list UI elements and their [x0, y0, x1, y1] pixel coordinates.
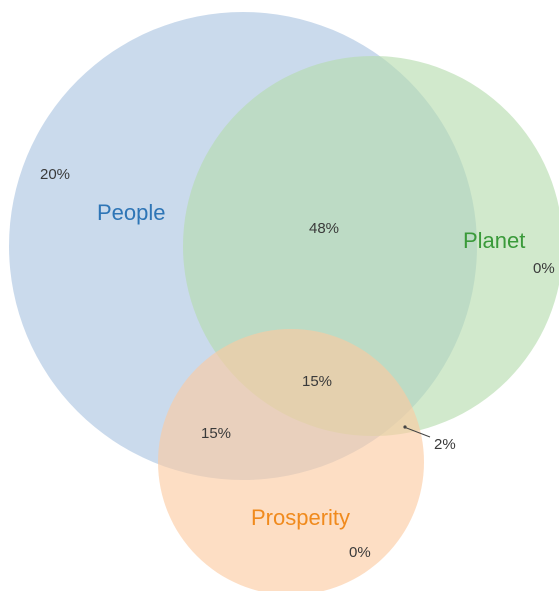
planet-prosperity-value: 2%: [434, 436, 456, 453]
people-label: People: [97, 200, 166, 225]
people-only-value: 20%: [40, 166, 70, 183]
planet-prosperity-pointer-dot: [403, 425, 407, 429]
prosperity-label: Prosperity: [251, 505, 350, 530]
people-prosperity-value: 15%: [201, 425, 231, 442]
planet-only-value: 0%: [533, 260, 555, 277]
planet-prosperity-pointer: [403, 426, 431, 438]
people-planet-value: 48%: [309, 220, 339, 237]
all-three-value: 15%: [302, 373, 332, 390]
planet-label: Planet: [463, 228, 525, 253]
prosperity-circle: [158, 329, 424, 591]
prosperity-only-value: 0%: [349, 544, 371, 561]
